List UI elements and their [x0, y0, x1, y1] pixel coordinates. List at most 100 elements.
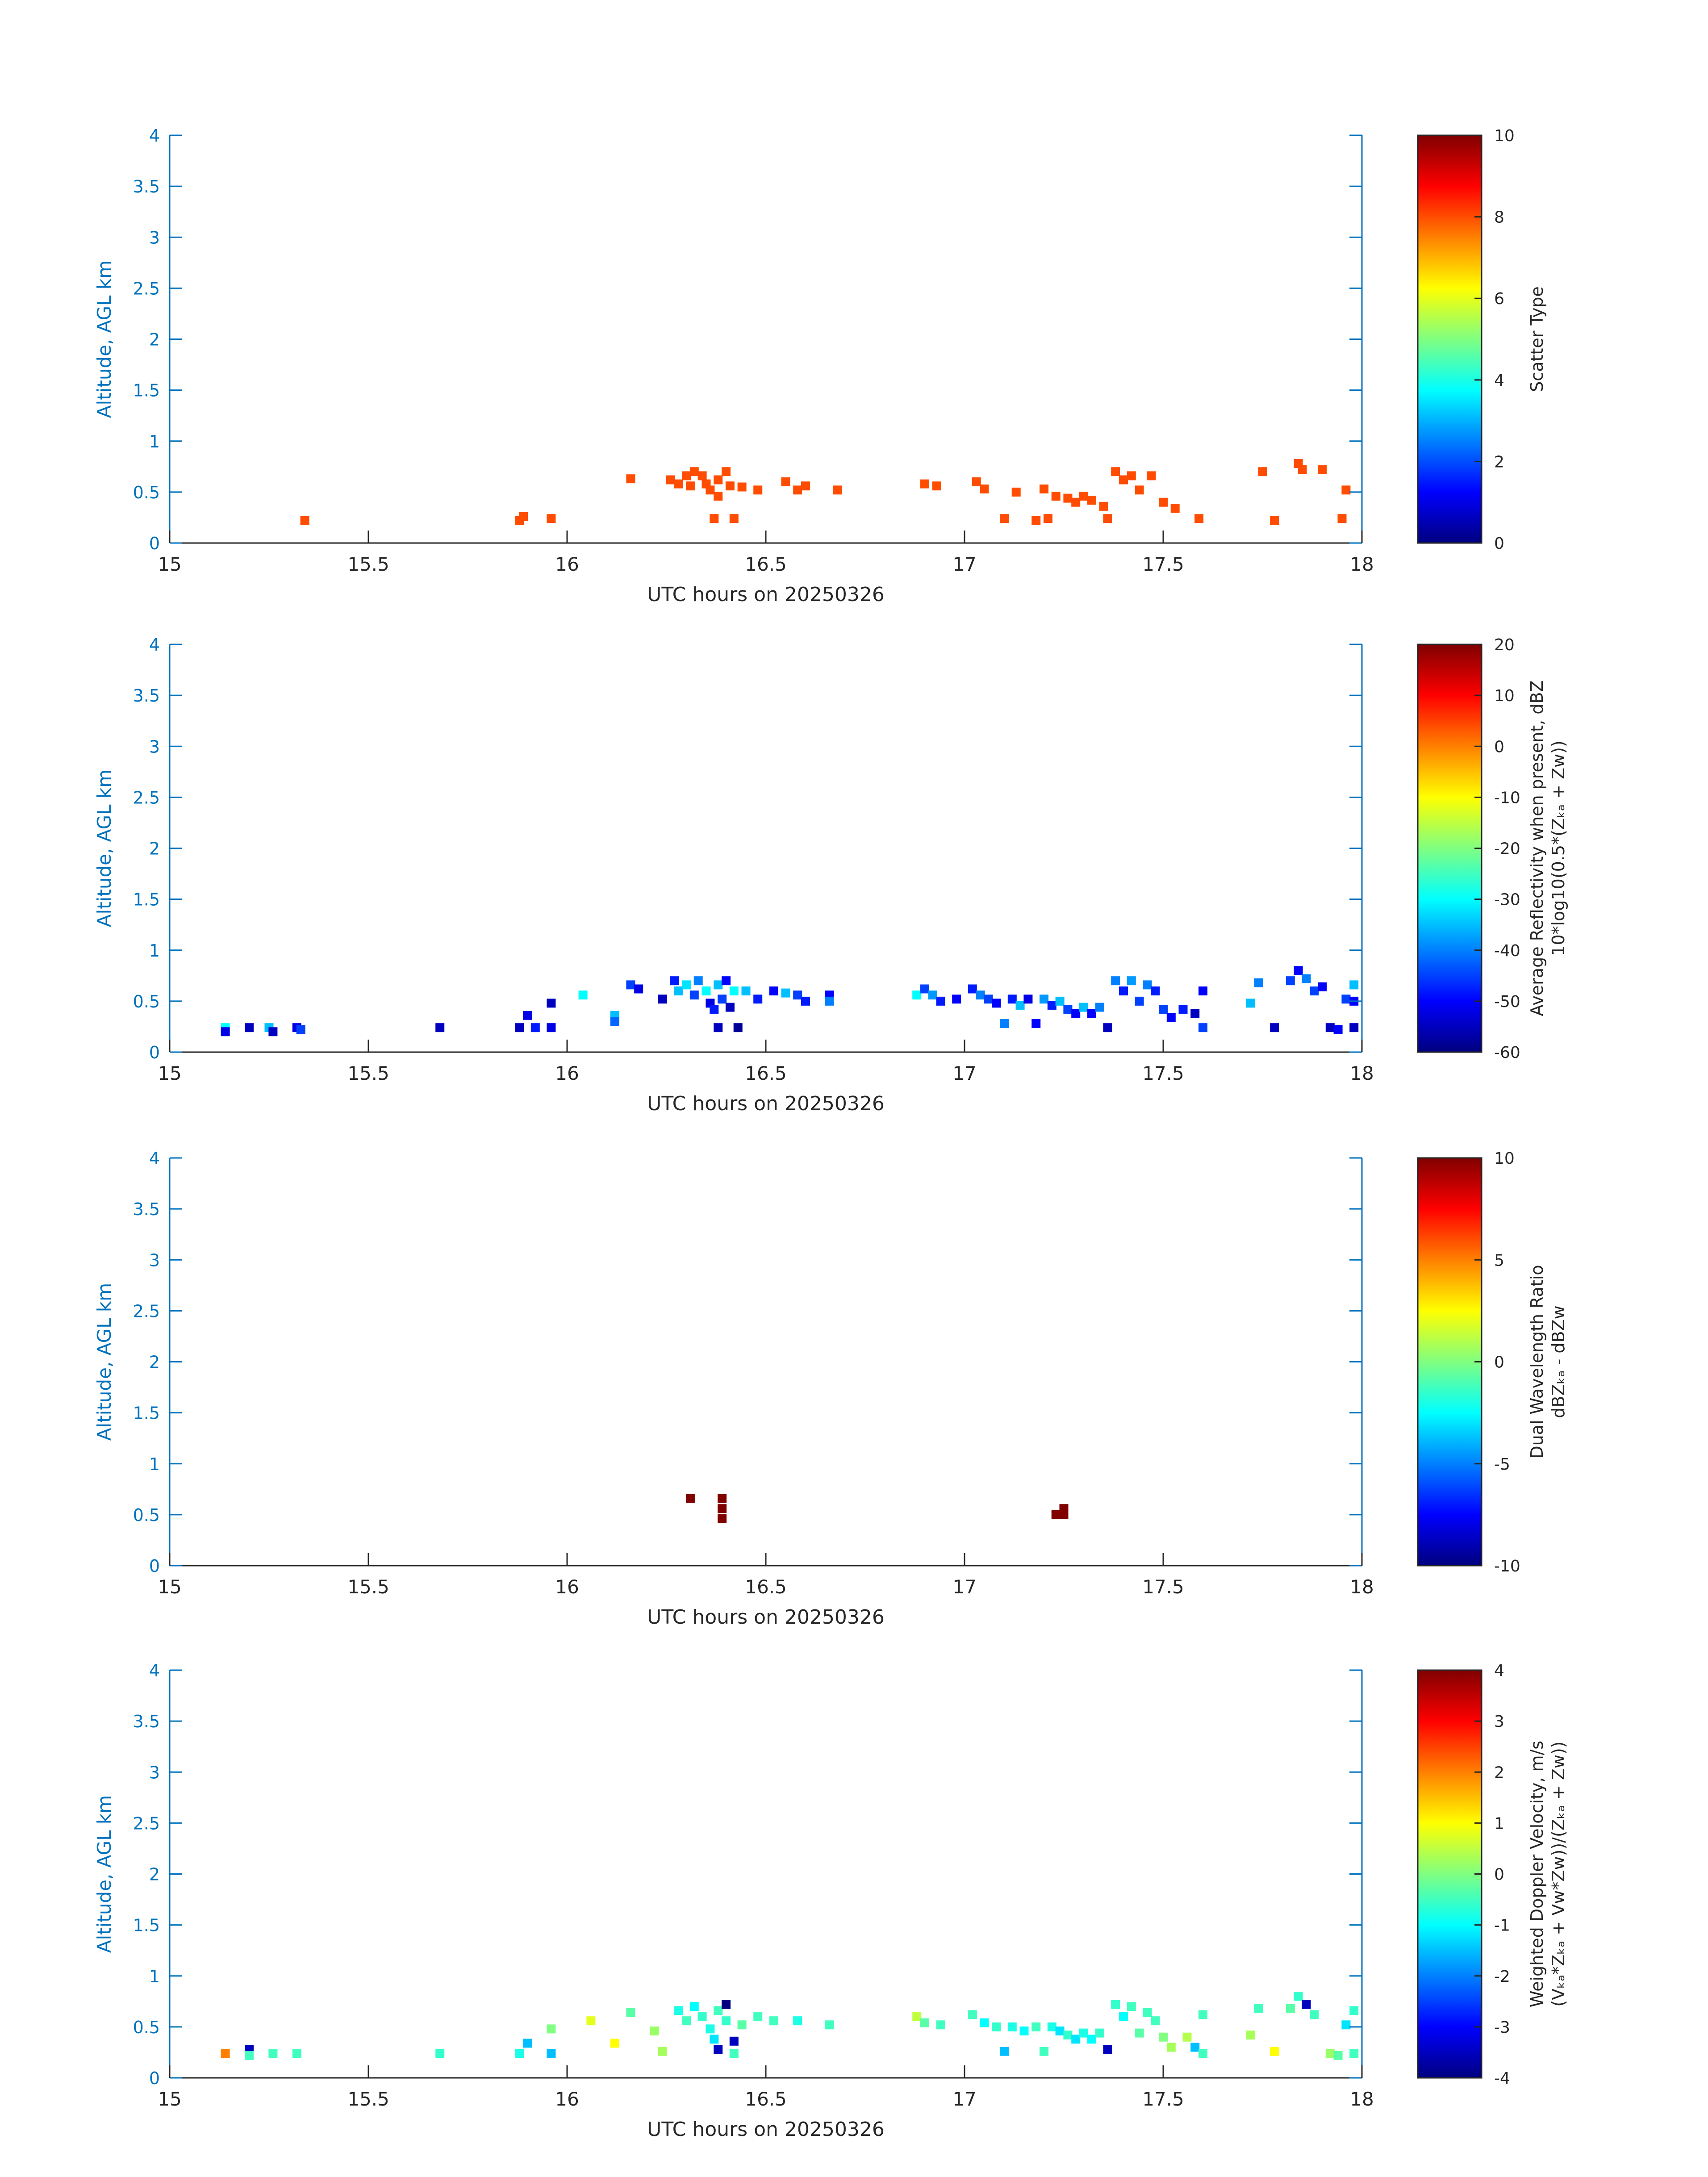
x-tick-label: 18 [1350, 1062, 1374, 1084]
data-cell [952, 994, 961, 1004]
data-cell [689, 2002, 699, 2011]
data-cell [793, 990, 802, 1000]
data-cell [1151, 2016, 1160, 2026]
data-cell [1031, 1019, 1041, 1028]
colorbar-tick-label: -30 [1494, 891, 1520, 909]
x-tick-label: 16 [555, 1576, 579, 1598]
data-cell [626, 474, 635, 484]
colorbar-tick-label: -1 [1494, 1917, 1510, 1935]
data-cell [1341, 485, 1351, 495]
data-cell [1071, 497, 1081, 507]
data-cell [793, 485, 802, 495]
data-cell [1298, 465, 1307, 474]
data-cell [1119, 475, 1128, 485]
colorbar-tick-label: 10 [1494, 687, 1515, 705]
data-cell [801, 996, 810, 1006]
colorbar-tick-label: 10 [1494, 1149, 1515, 1168]
data-cell [547, 2049, 556, 2058]
data-cell [674, 479, 683, 489]
colorbar-tick-label: 10 [1494, 127, 1515, 145]
data-cell [1071, 2035, 1081, 2044]
data-cell [685, 1494, 695, 1503]
x-tick-label: 16.5 [745, 2088, 787, 2110]
colorbar-label: dBZₖₐ - dBZw [1549, 1305, 1568, 1418]
data-cell [714, 2006, 723, 2015]
data-cell [1000, 2047, 1009, 2056]
data-cell [1199, 2010, 1207, 2019]
y-tick-label: 4 [149, 1661, 160, 1680]
y-tick-label: 1 [149, 1967, 160, 1986]
y-tick-label: 2.5 [133, 279, 160, 298]
y-tick-label: 1.5 [133, 1404, 160, 1423]
y-tick-label: 4 [149, 1149, 160, 1168]
data-cell [833, 485, 842, 495]
y-tick-label: 2.5 [133, 1301, 160, 1321]
data-cell [1023, 994, 1033, 1004]
data-cell [1199, 986, 1207, 996]
y-tick-label: 2 [149, 330, 160, 350]
colorbar [1417, 134, 1482, 544]
data-cell [1103, 1023, 1112, 1032]
data-cell [1135, 485, 1144, 495]
data-cell [245, 2051, 254, 2060]
data-cell [1302, 974, 1311, 983]
data-cell [741, 986, 751, 996]
data-cell [706, 2024, 715, 2034]
colorbar-tick-label: 0 [1494, 738, 1504, 756]
plot-area-3 [170, 1158, 1362, 1566]
y-tick-label: 3.5 [133, 686, 160, 706]
data-cell [1087, 2035, 1096, 2044]
x-tick-label: 15 [158, 2088, 181, 2110]
data-cell [634, 984, 643, 994]
panel-2: 0 0.5 1 1.5 2 2.5 3 3.5 4 15 15.5 16 16.5 17 17.5 18 UTC… [93, 635, 1568, 1115]
data-cell [737, 482, 747, 492]
data-cell [718, 1504, 727, 1513]
data-cell [1190, 1009, 1200, 1018]
plot-area-1 [170, 135, 1362, 543]
colorbar-tick-label: -50 [1494, 993, 1520, 1011]
data-cell [729, 2036, 739, 2046]
x-tick-label: 17.5 [1142, 553, 1184, 575]
data-cell [702, 986, 711, 996]
x-tick-label: 17 [952, 1062, 976, 1084]
colorbar-tick-label: 5 [1494, 1251, 1504, 1270]
data-cell [1071, 1009, 1081, 1018]
data-cell [1031, 2022, 1041, 2031]
data-cell [1047, 1001, 1057, 1010]
x-tick-label: 17.5 [1142, 2088, 1184, 2110]
data-cell [1040, 485, 1048, 493]
data-cell [1246, 2031, 1255, 2040]
data-cell [769, 2016, 778, 2026]
data-cell [221, 2049, 230, 2058]
x-tick-label: 18 [1350, 1576, 1374, 1598]
data-cell [1310, 2010, 1319, 2019]
x-axis-label: UTC hours on 20250326 [647, 1092, 885, 1115]
x-tick-label: 18 [1350, 553, 1374, 575]
data-cell [689, 467, 699, 476]
data-cell [530, 1023, 540, 1032]
data-cell [1302, 2000, 1311, 2009]
x-tick-label: 16 [555, 2088, 579, 2110]
data-cell [1194, 514, 1204, 523]
data-cell [1119, 986, 1128, 996]
data-cell [1349, 2006, 1359, 2015]
data-cell [753, 994, 763, 1004]
colorbar-tick-label: 8 [1494, 209, 1504, 227]
data-cell [968, 984, 977, 994]
y-tick-label: 1.5 [133, 1916, 160, 1935]
colorbar-label: 10*log10(0.5*(Zₖₐ + Zw)) [1549, 740, 1568, 956]
data-cell [725, 481, 735, 491]
data-cell [710, 514, 719, 523]
data-cell [980, 485, 989, 493]
data-cell [1182, 2032, 1192, 2042]
data-cell [737, 2020, 747, 2030]
data-cell [1286, 2004, 1295, 2013]
y-tick-label: 3 [149, 1250, 160, 1270]
data-cell [729, 986, 739, 996]
data-cell [1063, 1005, 1073, 1014]
y-tick-label: 2 [149, 839, 160, 859]
data-cell [300, 516, 309, 525]
data-cell [706, 485, 715, 495]
data-cell [1143, 980, 1152, 990]
x-tick-label: 16.5 [745, 1576, 787, 1598]
